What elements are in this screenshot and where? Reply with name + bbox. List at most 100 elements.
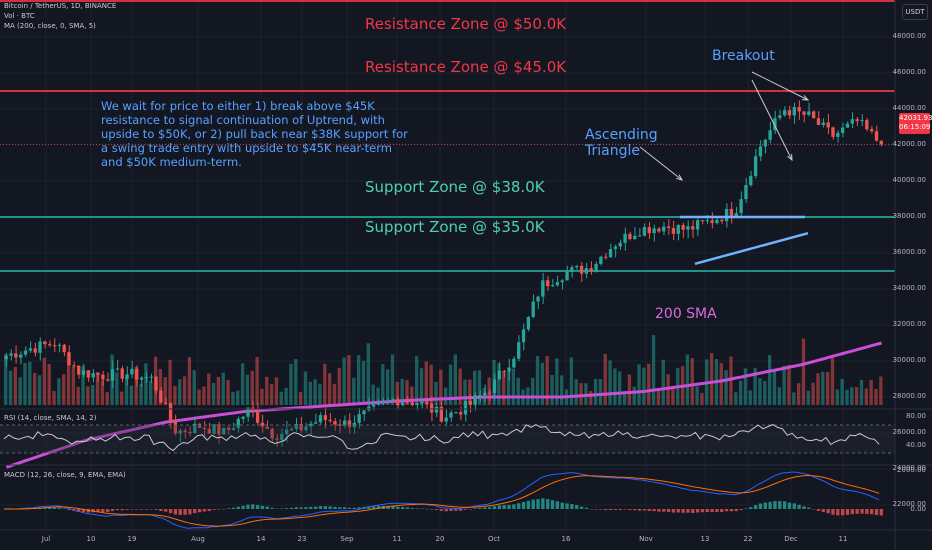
macd-tick-0: 0.00 <box>910 505 926 513</box>
macd-indicator-label[interactable]: MACD (12, 26, close, 9, EMA, EMA) <box>4 471 126 479</box>
volume-bar <box>163 377 167 405</box>
candle-body <box>816 118 821 125</box>
volume-bar <box>42 357 47 405</box>
candle-body <box>236 418 240 429</box>
candle-body <box>497 370 502 380</box>
volume-bar <box>642 367 646 405</box>
volume-bar <box>627 374 632 405</box>
candle-body <box>429 403 434 413</box>
rsi-indicator-label[interactable]: RSI (14, close, SMA, 14, 2) <box>4 414 97 422</box>
candle-body <box>72 365 76 367</box>
time-tick-label: 22 <box>743 535 753 543</box>
macd-histogram-bar <box>695 509 700 513</box>
candle-body <box>526 317 531 330</box>
macd-histogram-bar <box>265 506 269 509</box>
candle-body <box>178 430 182 434</box>
volume-indicator-label[interactable]: Vol · BTC <box>4 12 35 20</box>
macd-histogram-bar <box>236 506 240 509</box>
candle-body <box>381 401 385 403</box>
macd-histogram-bar <box>48 507 52 509</box>
candle-body <box>139 377 144 380</box>
macd-histogram-bar <box>304 507 308 509</box>
candle-body <box>729 208 734 217</box>
candle-body <box>294 424 298 429</box>
candle-body <box>420 401 424 404</box>
volume-bar <box>690 358 694 405</box>
macd-histogram-bar <box>642 509 647 511</box>
candle-body <box>845 123 850 128</box>
macd-histogram-bar <box>792 503 796 509</box>
volume-bar <box>33 372 37 405</box>
resistance-zone-45k-label: Resistance Zone @ $45.0K <box>365 58 567 76</box>
candle-body <box>333 421 337 425</box>
volume-bar <box>250 370 254 405</box>
volume-bar <box>511 368 516 405</box>
candle-body <box>405 402 410 404</box>
candle-body <box>758 146 763 157</box>
volume-bar <box>502 371 506 405</box>
volume-bar <box>835 389 839 405</box>
volume-bar <box>57 378 61 405</box>
macd-histogram-bar <box>77 509 81 512</box>
volume-bar <box>414 356 419 405</box>
macd-histogram-bar <box>289 507 294 509</box>
candle-body <box>415 403 419 405</box>
candle-body <box>850 119 854 124</box>
volume-bar <box>144 363 148 405</box>
support-zone-35k-label: Support Zone @ $35.0K <box>365 218 545 236</box>
macd-histogram-bar <box>376 505 381 509</box>
candle-body <box>391 399 395 401</box>
macd-histogram-bar <box>135 509 139 510</box>
candle-body <box>67 352 71 366</box>
candle-body <box>768 130 772 140</box>
macd-histogram-bar <box>729 509 734 512</box>
macd-histogram-bar <box>473 508 477 509</box>
macd-histogram-bar <box>749 507 753 509</box>
macd-histogram-bar <box>294 507 298 509</box>
candle-body <box>222 427 226 435</box>
candle-body <box>115 368 120 370</box>
volume-bar <box>516 377 520 405</box>
macd-histogram-bar <box>251 504 255 509</box>
volume-bar <box>535 356 540 405</box>
macd-histogram-bar <box>420 508 424 509</box>
volume-bar <box>332 383 337 405</box>
macd-histogram-bar <box>488 507 492 509</box>
candle-body <box>797 106 801 112</box>
macd-histogram-bar <box>405 507 410 509</box>
macd-histogram-bar <box>144 509 149 510</box>
volume-bar <box>758 378 762 405</box>
volume-bar <box>76 386 80 405</box>
candle-body <box>570 267 574 272</box>
candle-body <box>91 373 95 378</box>
volume-bar <box>448 364 453 405</box>
candle-body <box>826 122 830 128</box>
macd-histogram-bar <box>700 509 705 513</box>
volume-bar <box>269 384 274 405</box>
candle-body <box>168 402 173 421</box>
macd-histogram-bar <box>671 509 676 513</box>
time-tick-label: Aug <box>191 535 205 543</box>
volume-bar <box>240 363 245 405</box>
volume-bar <box>400 378 404 405</box>
ma-indicator-label[interactable]: MA (200, close, 0, SMA, 5) <box>4 22 96 30</box>
volume-bar <box>453 354 458 405</box>
macd-histogram-bar <box>758 503 763 509</box>
volume-bar <box>671 386 675 405</box>
candle-body <box>193 423 197 433</box>
volume-bar <box>245 374 250 405</box>
volume-bar <box>821 371 825 405</box>
macd-histogram-bar <box>391 506 395 509</box>
volume-bar <box>806 390 810 405</box>
volume-bar <box>298 391 303 405</box>
macd-histogram-bar <box>676 509 680 513</box>
volume-bar <box>81 365 85 405</box>
symbol-title[interactable]: Bitcoin / TetherUS, 1D, BINANCE <box>4 2 117 10</box>
candle-body <box>439 406 443 422</box>
volume-bar <box>618 371 622 405</box>
currency-button[interactable]: USDT <box>902 4 928 20</box>
volume-bar <box>724 370 728 405</box>
candle-body <box>517 342 521 359</box>
macd-histogram-bar <box>831 509 835 515</box>
